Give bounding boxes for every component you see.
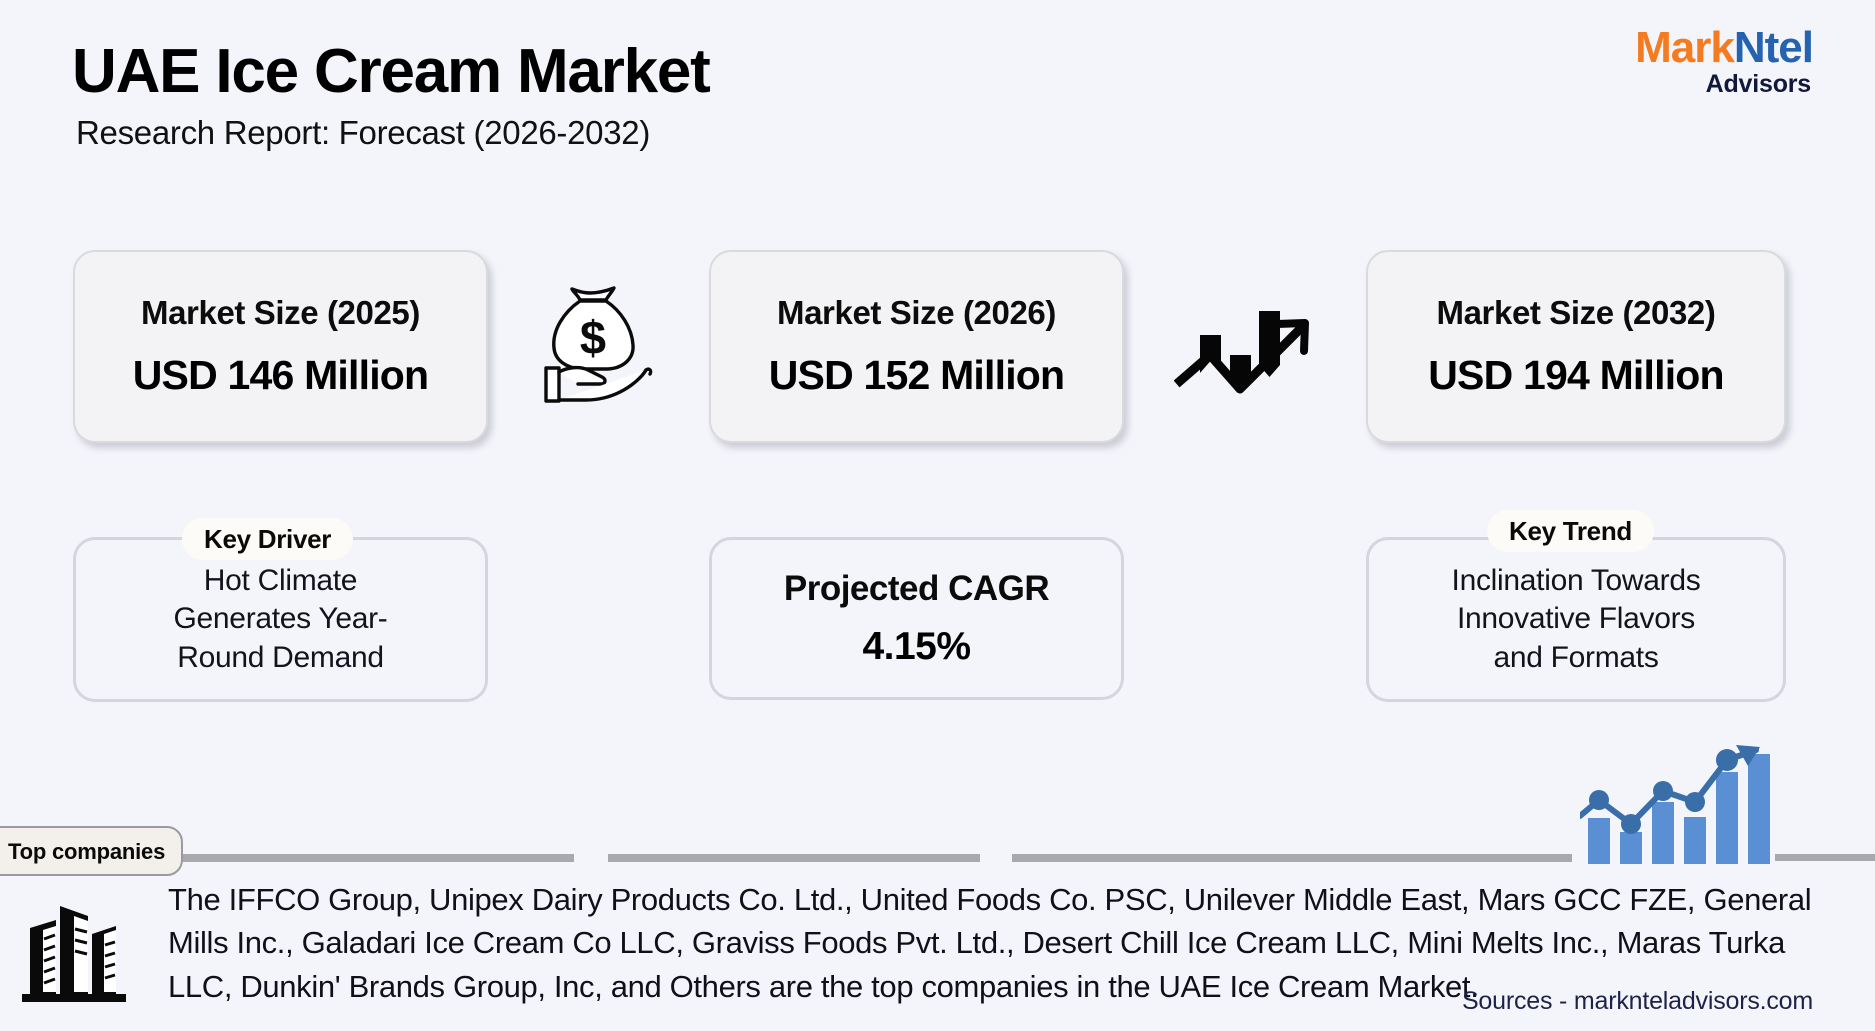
logo-wordmark: MarkNtel	[1635, 23, 1814, 72]
blue-bar-chart-trend-icon	[1577, 744, 1772, 864]
office-buildings-icon	[16, 890, 134, 1008]
projected-cagr-card: Projected CAGR 4.15%	[709, 537, 1124, 700]
top-companies-badge: Top companies	[0, 826, 184, 876]
logo-text-ntel: Ntel	[1733, 23, 1814, 72]
brand-logo: MarkNtel Advisors	[1635, 23, 1814, 98]
key-trend-card: Inclination Towards Innovative Flavors a…	[1366, 537, 1786, 702]
logo-text-mark: Mark	[1635, 23, 1735, 72]
market-size-value: USD 194 Million	[1428, 352, 1724, 398]
key-driver-text: Hot Climate Generates Year- Round Demand	[173, 564, 388, 674]
key-driver-card: Hot Climate Generates Year- Round Demand	[73, 537, 488, 702]
logo-text-advisors: Advisors	[1705, 70, 1812, 98]
divider-segment-2	[608, 854, 980, 862]
sources-text: Sources - marknteladvisors.com	[1461, 987, 1813, 1015]
page-subtitle: Research Report: Forecast (2026-2032)	[76, 114, 651, 151]
top-companies-text: The IFFCO Group, Unipex Dairy Products C…	[168, 882, 1812, 1004]
projected-cagr-value: 4.15%	[862, 624, 971, 668]
divider-segment-4	[1775, 854, 1875, 861]
market-size-label: Market Size (2025)	[141, 294, 420, 331]
divider-segment-1	[137, 854, 574, 862]
svg-text:$: $	[580, 311, 606, 364]
market-size-card-2032: Market Size (2032) USD 194 Million	[1366, 250, 1786, 443]
market-size-card-2025: Market Size (2025) USD 146 Million	[73, 250, 488, 443]
market-size-label: Market Size (2032)	[1436, 294, 1716, 331]
divider-segment-3	[1012, 854, 1572, 862]
market-size-value: USD 146 Million	[132, 352, 429, 398]
money-bag-in-hand-icon: $	[528, 282, 663, 407]
page-title: UAE Ice Cream Market	[72, 37, 711, 106]
key-driver-badge: Key Driver	[182, 518, 354, 560]
growth-bar-chart-arrow-icon	[1173, 293, 1322, 403]
market-size-value: USD 152 Million	[768, 352, 1065, 398]
projected-cagr-label: Projected CAGR	[783, 568, 1050, 608]
header: UAE Ice Cream Market Research Report: Fo…	[0, 0, 1875, 170]
market-size-card-2026: Market Size (2026) USD 152 Million	[709, 250, 1124, 443]
key-trend-badge: Key Trend	[1487, 510, 1655, 552]
key-trend-text: Inclination Towards Innovative Flavors a…	[1451, 564, 1701, 674]
market-size-label: Market Size (2026)	[777, 294, 1056, 331]
